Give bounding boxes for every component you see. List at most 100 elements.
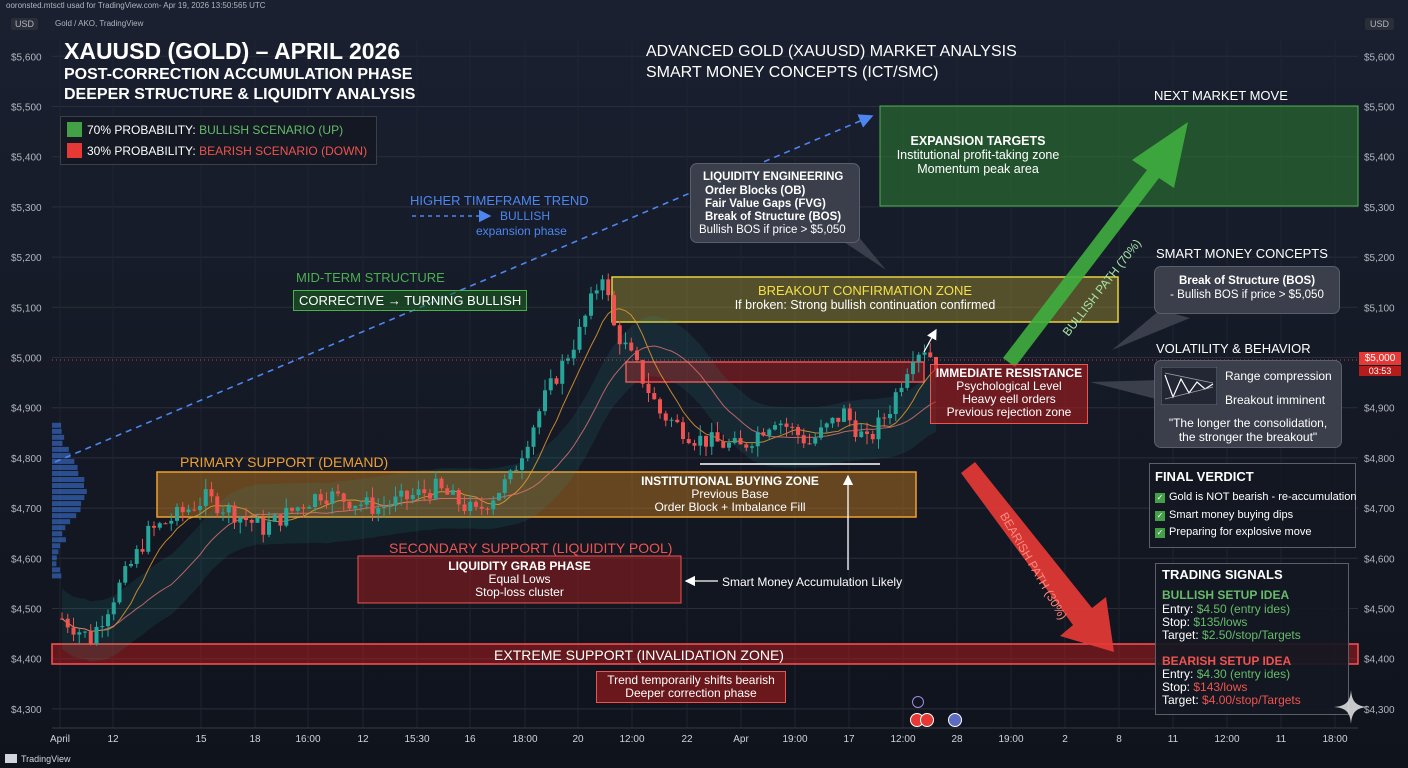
x-tick-label: 11 [1168, 734, 1179, 745]
candle-body [83, 631, 87, 633]
candle-body [180, 506, 185, 513]
candle-body [824, 423, 829, 428]
candle-body [192, 509, 197, 511]
candle-body [554, 378, 559, 384]
candle-body [865, 431, 869, 434]
currency-right-badge[interactable]: USD [1365, 18, 1395, 30]
candle-body [428, 493, 432, 499]
probability-legend: 70% PROBABILITY: BULLISH SCENARIO (UP) 3… [60, 116, 377, 165]
candle-body [60, 618, 64, 620]
bearish-path-arrow [961, 462, 1114, 652]
smc-callout-pointer [1112, 310, 1190, 350]
candle-body [313, 494, 317, 507]
candle-body [537, 411, 542, 428]
y-tick-label-right: $5,100 [1364, 303, 1395, 314]
event-flag-icon[interactable] [920, 713, 934, 727]
symbol-caption: Gold / AKO, TradingView [55, 19, 144, 28]
candle-body [623, 342, 628, 345]
y-tick-label-right: $4,300 [1364, 705, 1395, 716]
event-marker-icon[interactable] [912, 696, 924, 708]
volume-profile-bar [52, 549, 59, 555]
htf-trend-phase: expansion phase [476, 224, 567, 238]
y-tick-label-right: $5,300 [1364, 203, 1395, 214]
immediate-resistance-zone [625, 361, 925, 383]
candle-body [531, 427, 536, 447]
candle-body [485, 508, 490, 510]
left-price-axis: $5,600 $5,500 $5,400 $5,300 $5,200 $5,100 $5,0… [11, 52, 42, 716]
candle-body [393, 496, 398, 506]
candle-body [715, 432, 720, 442]
y-tick-label-left: $5,000 [11, 354, 42, 365]
x-tick-label: 2 [1062, 734, 1068, 745]
right-title-2: SMART MONEY CONCEPTS (ICT/SMC) [646, 64, 939, 81]
candle-body [399, 490, 404, 497]
y-tick-label-left: $4,900 [11, 404, 42, 415]
volume-profile-bar [52, 434, 65, 440]
breakout-zone-title: BREAKOUT CONFIRMATION ZONE [757, 283, 973, 298]
volume-profile-bar [52, 458, 75, 464]
candle-body [761, 432, 766, 436]
price-timer: 03:53 [1359, 366, 1401, 376]
x-tick-label: 8 [1116, 734, 1122, 745]
candle-body [640, 360, 645, 384]
volume-profile-bar [52, 489, 87, 495]
volume-profile-bar [52, 464, 78, 470]
candle-body [341, 493, 346, 502]
htf-trend-title: HIGHER TIMEFRAME TREND [410, 193, 589, 208]
bear-legend-swatch [67, 143, 82, 158]
candle-body [232, 505, 237, 523]
x-tick-label: 12:00 [619, 734, 644, 745]
volume-profile-bar [52, 476, 85, 482]
currency-left-badge[interactable]: USD [11, 18, 39, 30]
y-tick-label-left: $5,200 [11, 253, 42, 264]
candle-body [738, 438, 743, 445]
volume-profile-bar [52, 422, 62, 428]
volatility-band [62, 315, 936, 662]
candle-body [215, 496, 220, 514]
x-tick-label: 19:00 [782, 734, 807, 745]
volume-profile-bar [52, 513, 77, 519]
x-tick-label: April [50, 734, 70, 745]
mid-term-title: MID-TERM STRUCTURE [296, 270, 445, 285]
secondary-support-zone [357, 555, 682, 604]
candle-body [502, 479, 507, 493]
volume-profile-bar [52, 501, 82, 507]
x-tick-label: 28 [951, 734, 963, 745]
candle-body [916, 354, 921, 362]
candle-body [364, 497, 369, 505]
candle-body [571, 349, 576, 359]
candle-body [330, 491, 335, 504]
candle-body [382, 506, 386, 509]
le-callout-pointer [835, 236, 886, 270]
event-flag-icon[interactable] [948, 713, 962, 727]
candle-body [410, 495, 415, 500]
extreme-support-zone [51, 643, 1359, 665]
check-icon: ✓ [1155, 511, 1165, 521]
extreme-support-label: EXTREME SUPPORT (INVALIDATION ZONE) [494, 647, 784, 663]
sparkle-icon [1334, 690, 1368, 724]
candle-body [583, 315, 588, 327]
volume-profile-bar [52, 428, 62, 434]
candle-body [479, 506, 484, 509]
candle-body [870, 433, 875, 440]
expansion-targets-text: EXPANSION TARGETS Institutional profit-t… [896, 134, 1060, 176]
bear-legend-text: 30% PROBABILITY: BEARISH SCENARIO (DOWN) [87, 144, 368, 158]
x-tick-label: 18:00 [512, 734, 537, 745]
current-price-tag: $5,000 [1359, 352, 1401, 365]
candle-body [129, 563, 133, 567]
y-tick-label-left: $4,500 [11, 605, 42, 616]
volume-profile-bar [52, 483, 84, 489]
check-icon: ✓ [1155, 493, 1165, 503]
time-axis: April 12 15 18 16:00 12 15:30 16 18:00 20 12:00 22 A… [50, 727, 1358, 745]
x-tick-label: 12:00 [1214, 734, 1239, 745]
candle-body [905, 374, 910, 388]
mid-term-box: CORRECTIVE → TURNING BULLISH [293, 290, 528, 311]
breakout-arrow [923, 328, 937, 353]
candle-body [847, 408, 852, 421]
candle-body [405, 490, 409, 500]
candle-body [842, 408, 846, 422]
candle-body [295, 507, 300, 511]
candle-body [175, 506, 179, 521]
y-tick-label-right: $4,700 [1364, 504, 1395, 515]
volume-profile-bar [52, 555, 57, 561]
